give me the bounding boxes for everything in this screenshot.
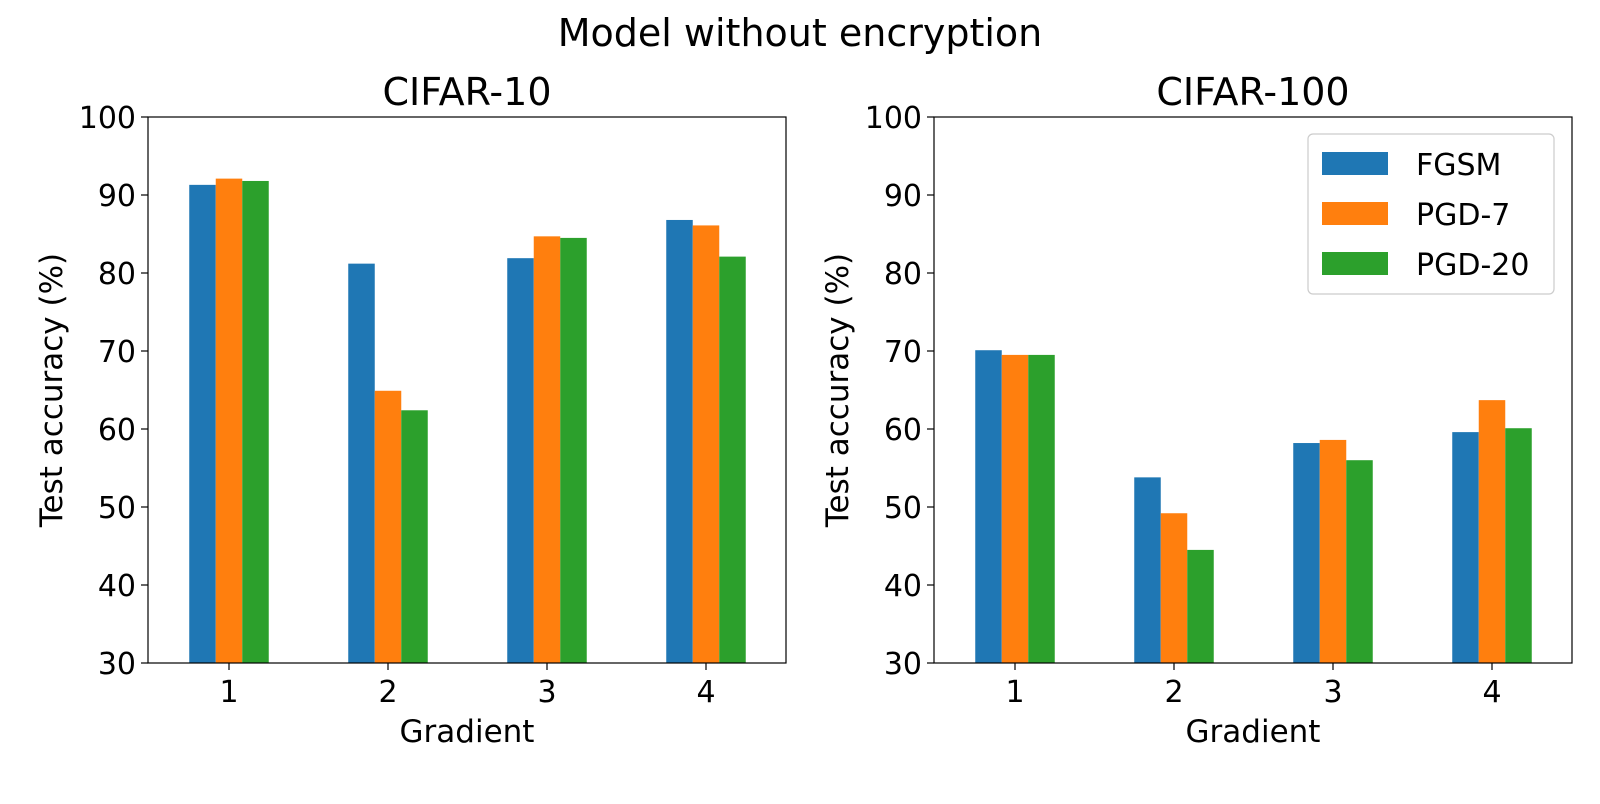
bar-fgsm-2: [348, 263, 375, 663]
bar-fgsm-4: [1452, 432, 1479, 663]
x-tick-label: 3: [1323, 675, 1342, 710]
bar-fgsm-2: [1134, 477, 1161, 663]
y-tick-label: 70: [884, 335, 922, 370]
x-tick-label: 2: [378, 675, 397, 710]
plot-frame: [933, 116, 1573, 664]
bar-pgd-20-3: [1346, 460, 1373, 663]
x-tick-label: 3: [537, 675, 556, 710]
bar-pgd-20-4: [719, 256, 746, 663]
x-tick-label: 1: [1005, 675, 1024, 710]
y-axis-label: Test accuracy (%): [34, 253, 70, 528]
plot-frame: [147, 116, 787, 664]
bar-fgsm-3: [507, 258, 534, 663]
bar-fgsm-4: [666, 219, 693, 663]
chart-title: CIFAR-10: [382, 70, 551, 114]
bar-pgd-7-2: [1160, 513, 1188, 663]
legend-swatch-fgsm: [1322, 152, 1388, 175]
bar-pgd-20-2: [401, 410, 428, 663]
y-tick-label: 80: [884, 257, 922, 292]
x-tick-label: 4: [696, 675, 715, 710]
x-axis-label: Gradient: [1186, 714, 1321, 750]
x-tick-label: 4: [1482, 675, 1501, 710]
y-tick-label: 80: [98, 257, 136, 292]
figure-title: Model without encryption: [558, 11, 1042, 55]
chart-title: CIFAR-100: [1156, 70, 1349, 114]
bar-pgd-7-1: [1001, 354, 1029, 663]
bar-fgsm-3: [1293, 443, 1320, 663]
x-tick-label: 1: [219, 675, 238, 710]
bar-fgsm-1: [189, 184, 216, 664]
bar-pgd-20-3: [560, 237, 587, 663]
y-tick-label: 40: [884, 569, 922, 604]
bar-fgsm-1: [975, 350, 1002, 663]
legend-swatch-pgd-7: [1322, 202, 1388, 225]
bar-pgd-7-3: [1319, 439, 1347, 663]
legend-swatch-pgd-20: [1322, 252, 1388, 275]
y-tick-label: 30: [884, 647, 922, 682]
bar-pgd-7-2: [374, 390, 402, 663]
y-tick-label: 100: [865, 101, 922, 136]
y-tick-label: 70: [98, 335, 136, 370]
legend: FGSM PGD-7 PGD-20: [1307, 133, 1555, 295]
bar-pgd-7-1: [215, 178, 243, 663]
y-tick-label: 100: [79, 101, 136, 136]
chart-panel-1: 30 40 50 60 70 80 90 100 1 2 3 4 CIFAR-10 Gradient Tes…: [34, 70, 787, 750]
chart-panel-2: 30 40 50 60 70 80 90 100 1 2 3 4 CIFAR-100 Gradient Te…: [820, 70, 1573, 750]
x-axis-label: Gradient: [400, 714, 535, 750]
x-tick-label: 2: [1164, 675, 1183, 710]
y-tick-label: 40: [98, 569, 136, 604]
y-tick-label: 30: [98, 647, 136, 682]
y-tick-label: 50: [98, 491, 136, 526]
legend-label-fgsm: FGSM: [1416, 148, 1501, 183]
bar-pgd-7-4: [1478, 400, 1506, 663]
bar-pgd-20-1: [242, 180, 269, 663]
y-tick-label: 50: [884, 491, 922, 526]
y-tick-label: 60: [884, 413, 922, 448]
y-tick-label: 90: [884, 179, 922, 214]
y-axis-label: Test accuracy (%): [820, 253, 856, 528]
legend-label-pgd-20: PGD-20: [1416, 248, 1529, 283]
bar-pgd-7-3: [533, 236, 561, 663]
bar-pgd-20-4: [1505, 428, 1532, 663]
bar-pgd-20-2: [1187, 549, 1214, 663]
legend-label-pgd-7: PGD-7: [1416, 198, 1510, 233]
y-tick-label: 60: [98, 413, 136, 448]
y-tick-label: 90: [98, 179, 136, 214]
bar-pgd-20-1: [1028, 354, 1055, 663]
bar-pgd-7-4: [692, 225, 720, 664]
